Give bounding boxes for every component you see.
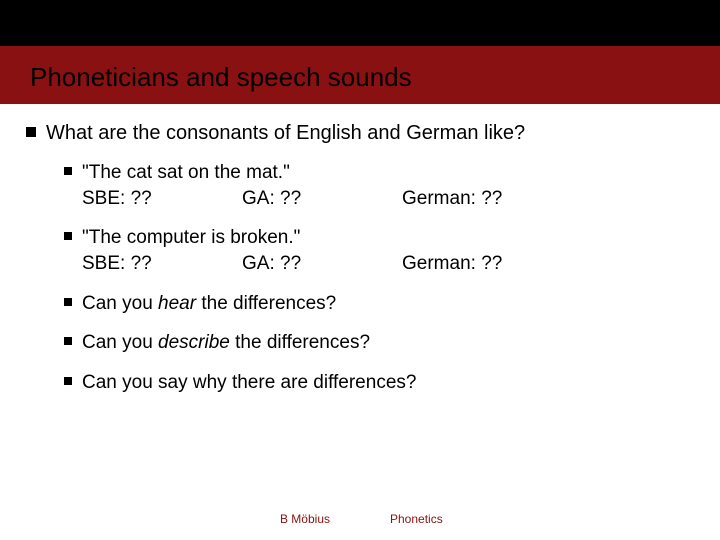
bullet-square-icon: [64, 298, 72, 306]
bullet-square-icon: [64, 232, 72, 240]
de-value: ??: [481, 188, 502, 209]
q-em: describe: [158, 332, 230, 353]
question-item: Can you describe the differences?: [64, 330, 694, 356]
bullet-square-icon: [64, 167, 72, 175]
sbe-label: SBE:: [82, 253, 125, 274]
de-cell: German: ??: [402, 251, 562, 277]
ga-cell: GA: ??: [242, 251, 402, 277]
question-item: Can you hear the differences?: [64, 291, 694, 317]
question-text: Can you hear the differences?: [82, 291, 336, 317]
sbe-label: SBE:: [82, 188, 125, 209]
ga-label: GA:: [242, 188, 275, 209]
footer: B Möbius Phonetics: [0, 512, 720, 526]
bullet-square-icon: [64, 337, 72, 345]
example-block: "The computer is broken." SBE: ?? GA: ??…: [82, 225, 562, 276]
content-area: What are the consonants of English and G…: [26, 120, 694, 409]
de-cell: German: ??: [402, 186, 562, 212]
footer-author: B Möbius: [0, 512, 360, 526]
q-pre: Can you: [82, 332, 158, 353]
footer-course: Phonetics: [360, 512, 720, 526]
q-post: the differences?: [230, 332, 370, 353]
example-sentence: "The cat sat on the mat.": [82, 160, 562, 186]
main-bullet-text: What are the consonants of English and G…: [46, 120, 525, 146]
example-row: SBE: ?? GA: ?? German: ??: [82, 186, 562, 212]
example-sentence: "The computer is broken.": [82, 225, 562, 251]
sbe-value: ??: [131, 253, 152, 274]
slide-title: Phoneticians and speech sounds: [30, 62, 412, 93]
sbe-cell: SBE: ??: [82, 251, 242, 277]
sbe-value: ??: [131, 188, 152, 209]
de-label: German:: [402, 253, 476, 274]
bullet-square-icon: [64, 377, 72, 385]
main-bullet: What are the consonants of English and G…: [26, 120, 694, 146]
q-post: the differences?: [196, 293, 336, 314]
example-item: "The cat sat on the mat." SBE: ?? GA: ??…: [64, 160, 694, 211]
sbe-cell: SBE: ??: [82, 186, 242, 212]
slide: Phoneticians and speech sounds What are …: [0, 0, 720, 540]
ga-cell: GA: ??: [242, 186, 402, 212]
q-em: hear: [158, 293, 196, 314]
de-value: ??: [481, 253, 502, 274]
ga-label: GA:: [242, 253, 275, 274]
de-label: German:: [402, 188, 476, 209]
question-text: Can you say why there are differences?: [82, 370, 416, 396]
sublist: "The cat sat on the mat." SBE: ?? GA: ??…: [64, 160, 694, 395]
header-band: Phoneticians and speech sounds: [0, 0, 720, 104]
q-pre: Can you say why there are differences?: [82, 372, 416, 393]
ga-value: ??: [280, 253, 301, 274]
q-pre: Can you: [82, 293, 158, 314]
question-item: Can you say why there are differences?: [64, 370, 694, 396]
ga-value: ??: [280, 188, 301, 209]
example-item: "The computer is broken." SBE: ?? GA: ??…: [64, 225, 694, 276]
question-text: Can you describe the differences?: [82, 330, 370, 356]
example-block: "The cat sat on the mat." SBE: ?? GA: ??…: [82, 160, 562, 211]
example-row: SBE: ?? GA: ?? German: ??: [82, 251, 562, 277]
bullet-square-icon: [26, 127, 36, 137]
